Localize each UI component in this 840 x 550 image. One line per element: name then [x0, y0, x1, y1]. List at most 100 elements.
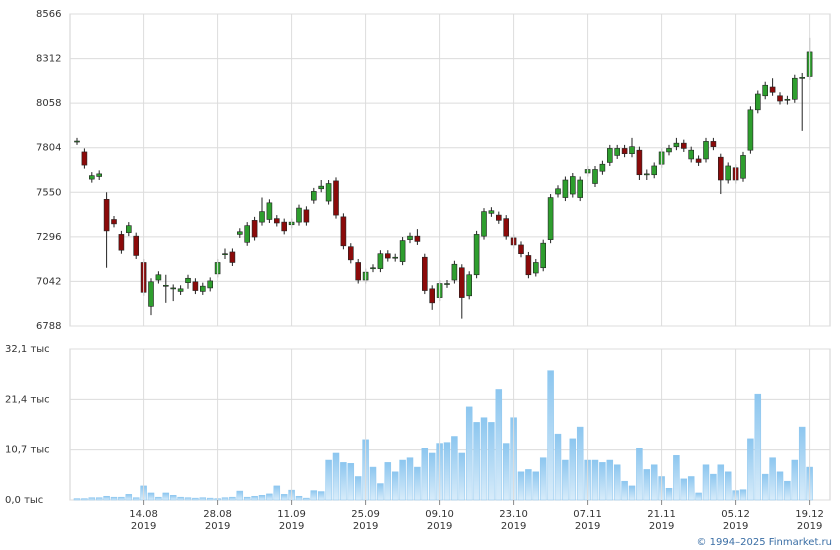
volume-bar [369, 466, 377, 501]
volume-bar [465, 406, 473, 501]
volume-bar [791, 459, 799, 501]
x-tick-label: 05.12 [721, 509, 750, 520]
candle-body [680, 142, 687, 149]
candle-body [74, 140, 80, 143]
candle-body [547, 197, 554, 240]
volume-bar [340, 462, 347, 501]
candle-body [481, 211, 487, 237]
volume-bar [443, 442, 451, 501]
volume-bar [81, 498, 88, 501]
volume-bar [391, 471, 399, 501]
candle-body [688, 149, 695, 160]
candle-body [614, 148, 621, 156]
candle-body [569, 176, 576, 195]
candle-body [399, 240, 406, 262]
volume-bar [606, 459, 614, 501]
candle-body [355, 262, 362, 281]
candle-body [318, 185, 325, 190]
candle-body [458, 267, 465, 298]
y-tick-label: 10,7 тыс [5, 445, 50, 456]
candle-body [666, 148, 672, 153]
candle-body [488, 210, 495, 214]
volume-bar [155, 496, 162, 501]
y-tick-label: 32,1 тыс [5, 344, 50, 355]
volume-bar [643, 469, 651, 501]
x-tick-year: 2019 [131, 521, 156, 532]
price-frame [69, 13, 831, 327]
volume-bar [229, 496, 236, 501]
volume-bar [103, 495, 110, 501]
candle-body [651, 165, 658, 176]
x-tick-label: 28.08 [203, 509, 232, 520]
volume-bar [687, 476, 695, 501]
candle-body [525, 255, 532, 276]
candle-body [577, 179, 584, 198]
volume-bar [673, 455, 680, 501]
y-tick-label: 0,0 тыс [5, 495, 43, 506]
volume-bar [710, 473, 717, 501]
candle-body [747, 109, 754, 151]
volume-bar [621, 480, 628, 501]
candle-body [466, 274, 473, 297]
volume-bar [473, 422, 480, 501]
candle-body [303, 209, 310, 223]
volume-bar [761, 473, 769, 501]
candle-body [200, 285, 206, 292]
candle-body [392, 256, 399, 259]
candle-body [769, 86, 776, 93]
volume-bar [280, 494, 288, 501]
candle-body [222, 253, 228, 256]
candle-body [791, 77, 798, 100]
x-tick-year: 2019 [649, 521, 674, 532]
volume-bar [636, 448, 643, 501]
volume-bar [221, 497, 229, 501]
volume-bar [347, 463, 355, 501]
volume-bar [118, 496, 125, 501]
x-tick-label: 19.12 [795, 509, 824, 520]
volume-bar [539, 457, 547, 501]
volume-bar [184, 497, 192, 501]
candle-body [421, 256, 428, 291]
x-tick-year: 2019 [501, 521, 526, 532]
volume-bar [177, 496, 184, 501]
volume-bar [295, 495, 303, 501]
volume-bar [147, 492, 155, 501]
volume-bar [236, 490, 244, 501]
candle-body [207, 280, 213, 289]
candle-body [562, 179, 569, 198]
candle-body [799, 77, 806, 79]
candle-body [592, 169, 598, 184]
volume-bar [665, 487, 673, 501]
volume-bar [680, 478, 688, 501]
candle-body [148, 281, 154, 307]
x-tick-year: 2019 [723, 521, 748, 532]
candle-body [444, 283, 450, 285]
volume-bar [724, 471, 732, 501]
volume-bar [451, 436, 458, 501]
volume-bar [532, 471, 540, 501]
candle-body [717, 156, 724, 181]
candle-body [325, 183, 332, 202]
candle-body [126, 225, 132, 233]
x-tick-label: 07.11 [573, 509, 602, 520]
volume-bar [495, 389, 503, 501]
candle-body [740, 155, 746, 179]
volume-bar [458, 452, 466, 501]
volume-bar [332, 452, 340, 501]
x-tick-label: 09.10 [425, 509, 454, 520]
candle-body [414, 235, 421, 242]
candle-body [340, 216, 347, 247]
candle-body [155, 274, 162, 281]
candle-body [703, 141, 709, 160]
volume-bar [695, 492, 702, 501]
candle-body [133, 235, 139, 256]
candle-body [473, 234, 480, 276]
volume-bar [251, 495, 258, 501]
y-tick-label: 8566 [36, 9, 61, 20]
volume-bar [169, 495, 177, 501]
volume-bar [591, 459, 599, 501]
y-tick-label: 8058 [36, 98, 61, 109]
candle-body [599, 163, 606, 172]
volume-bar [502, 443, 510, 501]
